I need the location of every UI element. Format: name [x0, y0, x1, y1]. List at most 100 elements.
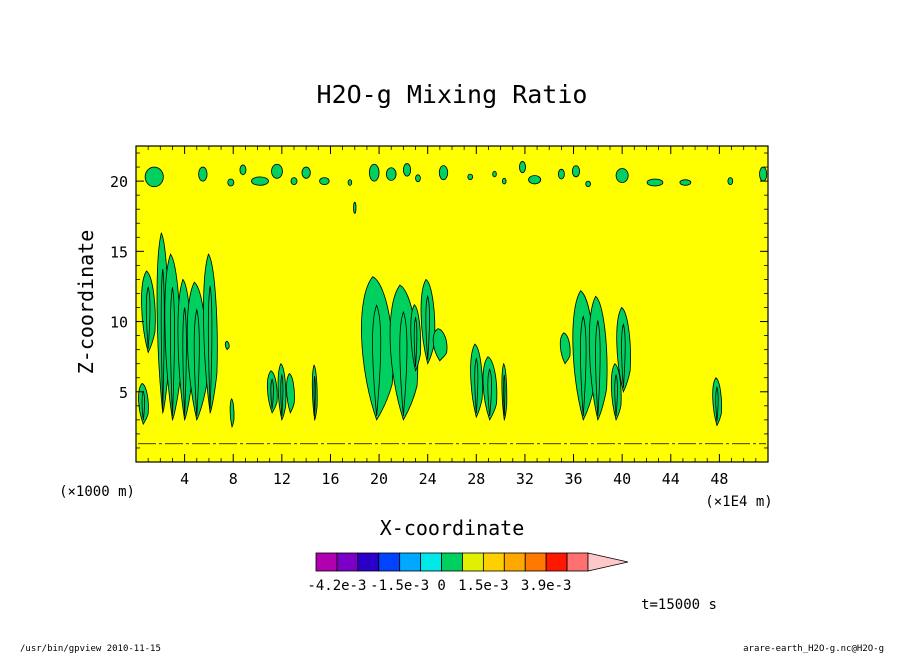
anomaly-5 [186, 281, 208, 422]
anomaly-inner-contour-13 [372, 304, 382, 416]
y-axis-label: Z-coordinate [74, 230, 98, 375]
upper-band-patch-11 [368, 163, 380, 182]
upper-band-patch-13 [402, 163, 412, 177]
anomaly-inner-contour-2 [160, 268, 165, 409]
upper-band-patch-19 [519, 161, 526, 174]
anomaly-19 [482, 356, 498, 421]
anomaly-25 [616, 306, 631, 393]
x-tick-label-5: 24 [419, 470, 437, 488]
upper-band-patch-7 [301, 166, 311, 179]
upper-band-patch-3 [239, 164, 247, 176]
upper-band-patch-2 [227, 178, 235, 187]
y-tick-label-3: 20 [110, 173, 128, 191]
upper-band-patch-9 [347, 179, 353, 186]
upper-band-patch-27 [727, 177, 734, 186]
upper-band-patch-22 [571, 165, 581, 178]
x-tick-label-10: 44 [662, 470, 680, 488]
colorbar-cell-6 [441, 552, 463, 572]
anomaly-24 [610, 363, 622, 421]
anomaly-inner-contour-10 [280, 373, 284, 416]
y-tick-label-2: 15 [110, 243, 128, 261]
x-tick-label-1: 8 [229, 470, 238, 488]
anomaly-20 [501, 362, 508, 422]
x-axis-label: X-coordinate [380, 516, 525, 540]
anomaly-inner-contour-19 [487, 368, 492, 416]
contour-fields [138, 161, 768, 429]
anomaly-15 [410, 304, 422, 372]
time-label: t=15000 s [641, 597, 717, 613]
upper-band-patch-14 [415, 174, 421, 183]
upper-band-patch-12 [385, 167, 397, 181]
anomaly-inner-contour-24 [614, 373, 618, 416]
upper-band-patch-10 [353, 201, 357, 214]
anomaly-6 [203, 253, 218, 415]
anomaly-inner-contour-16 [425, 294, 430, 360]
colorbar-cell-4 [399, 552, 422, 572]
anomaly-inner-contour-26 [715, 386, 719, 422]
anomaly-inner-contour-1 [145, 285, 151, 349]
anomaly-0 [138, 382, 149, 426]
anomaly-7 [224, 340, 230, 351]
x-tick-label-7: 32 [516, 470, 534, 488]
x-tick-label-9: 40 [613, 470, 631, 488]
upper-band-patch-21 [557, 168, 565, 180]
upper-band-patch-20 [528, 175, 542, 185]
anomaly-inner-contour-12 [313, 375, 316, 416]
upper-band-patch-26 [679, 179, 692, 186]
upper-band-patch-1 [198, 166, 208, 182]
anomaly-inner-contour-20 [503, 374, 506, 416]
footer-right: arare-earth_H2O-g.nc@H2O-g [743, 644, 884, 654]
anomaly-inner-contour-3 [170, 287, 175, 416]
anomaly-1 [141, 270, 156, 354]
anomaly-inner-contour-25 [621, 322, 626, 388]
colorbar-label-4: 3.9e-3 [521, 578, 572, 594]
colorbar-cell-11 [545, 552, 568, 572]
chart-title: H2O-g Mixing Ratio [317, 80, 588, 109]
anomaly-18 [470, 343, 483, 419]
colorbar-label-2: 0 [437, 578, 445, 594]
upper-band-patch-4 [251, 176, 269, 186]
upper-band-patch-15 [438, 165, 449, 181]
colorbar-cell-10 [524, 552, 547, 572]
footer-left: /usr/bin/gpview 2010-11-15 [20, 644, 161, 654]
anomaly-inner-contour-22 [580, 315, 587, 416]
anomaly-inner-contour-6 [207, 285, 213, 409]
y-tick-label-0: 5 [119, 384, 128, 402]
x-tick-label-11: 48 [710, 470, 728, 488]
colorbar-label-1: -1.5e-3 [370, 578, 429, 594]
anomaly-21 [559, 332, 571, 365]
upper-band-patch-16 [467, 173, 474, 181]
anomaly-inner-contour-4 [182, 307, 187, 416]
colorbar-cell-0 [315, 552, 338, 572]
anomaly-16 [420, 278, 436, 365]
colorbar-cell-5 [420, 552, 442, 572]
colorbar-overflow-arrow [587, 552, 629, 572]
anomaly-inner-contour-15 [413, 316, 418, 367]
anomaly-8 [229, 398, 235, 429]
anomaly-inner-contour-23 [595, 319, 601, 416]
upper-band-patch-23 [585, 180, 591, 188]
colorbar-cell-12 [566, 552, 589, 572]
anomaly-17 [432, 328, 448, 362]
x-tick-label-2: 12 [273, 470, 291, 488]
anomaly-inner-contour-14 [399, 310, 408, 416]
anomaly-22 [572, 290, 595, 421]
anomaly-11 [286, 372, 295, 414]
colorbar-label-3: 1.5e-3 [458, 578, 509, 594]
anomaly-10 [277, 363, 287, 422]
colorbar-cell-8 [482, 552, 505, 572]
colorbar-cell-2 [357, 552, 380, 572]
colorbar-cell-1 [336, 552, 359, 572]
x-tick-label-8: 36 [565, 470, 583, 488]
colorbar-cell-9 [503, 552, 526, 572]
y-tick-label-1: 10 [110, 314, 128, 332]
anomaly-12 [311, 364, 318, 422]
plot-background [136, 146, 768, 462]
anomaly-inner-contour-9 [270, 378, 274, 409]
anomaly-inner-contour-5 [193, 308, 200, 416]
upper-band-patch-18 [502, 177, 507, 185]
colorbar: -4.2e-3 -1.5e-3 0 1.5e-3 3.9e-3 [307, 552, 629, 594]
x-tick-label-4: 20 [370, 470, 388, 488]
